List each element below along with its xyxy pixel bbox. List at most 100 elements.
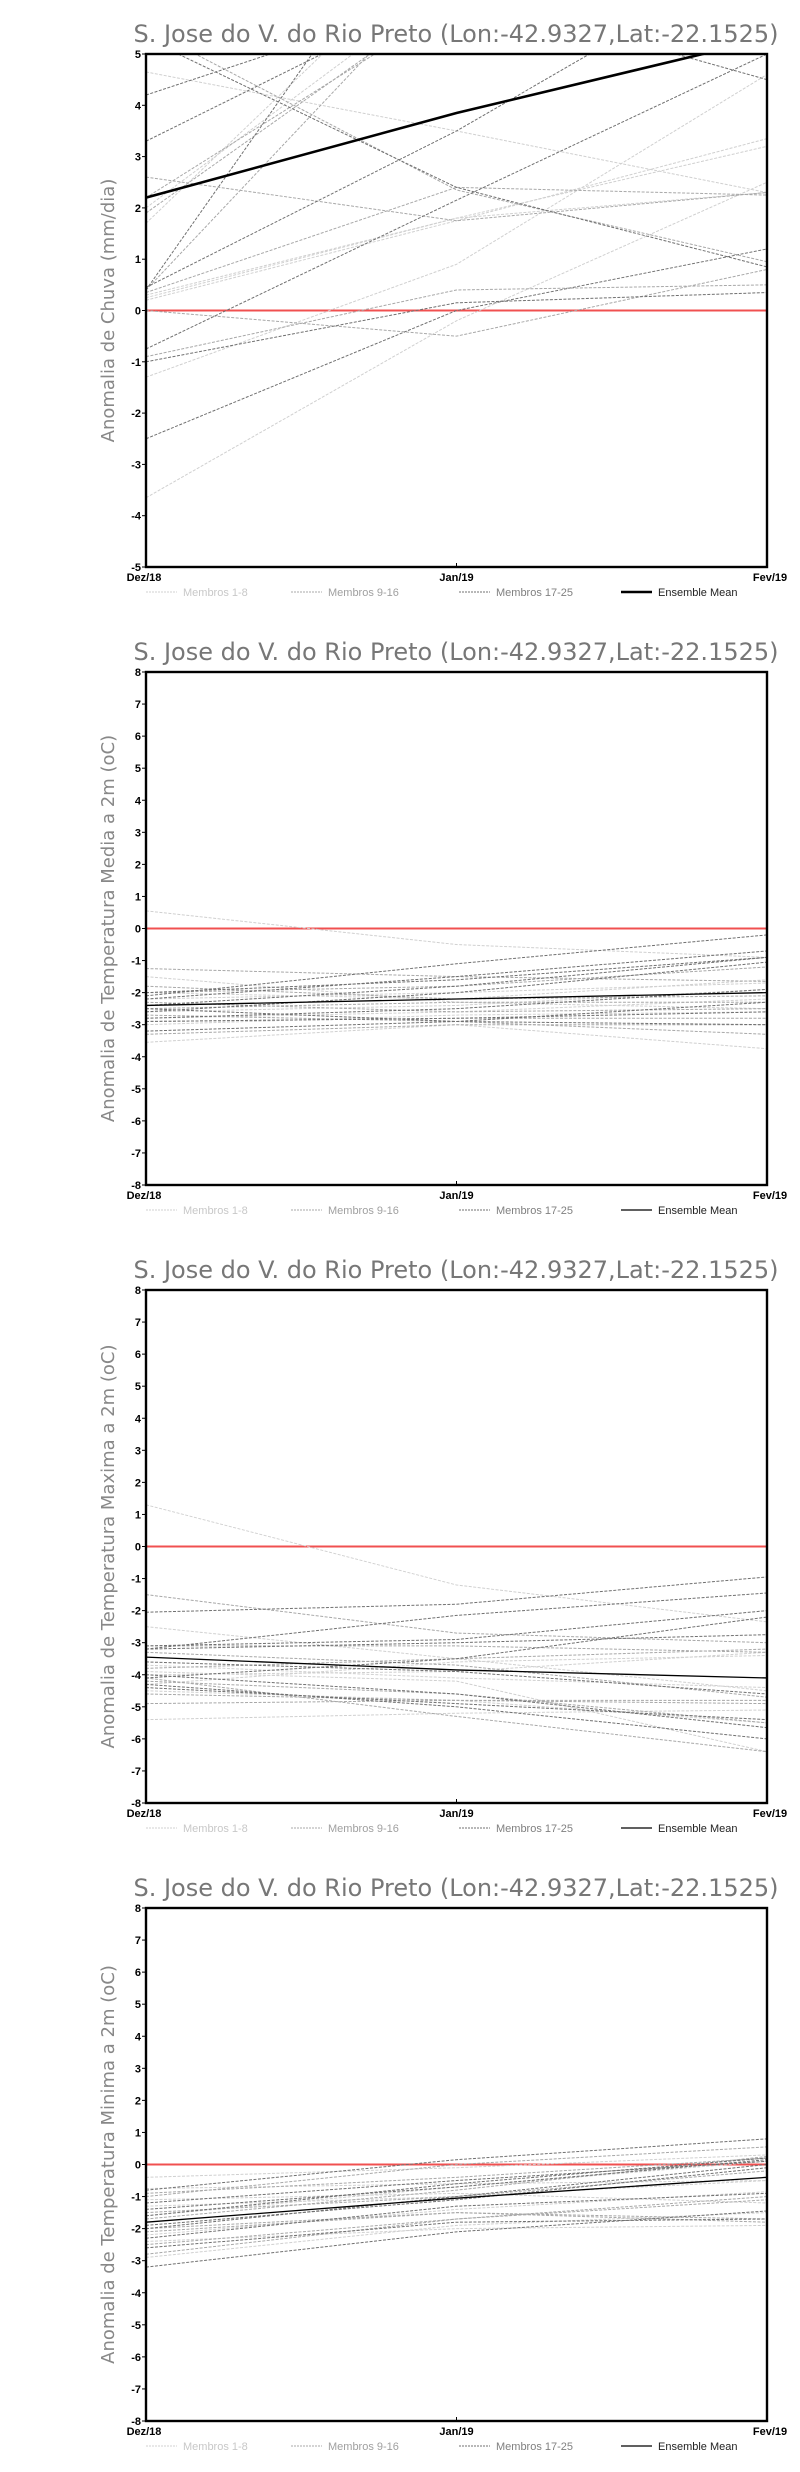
- member-line-group3-9: [146, 1008, 767, 1026]
- y-tick-label: -2: [131, 408, 141, 420]
- y-tick-label: 2: [135, 1477, 141, 1489]
- y-tick-label: 3: [135, 1445, 141, 1457]
- member-line-group3-7: [146, 1683, 767, 1740]
- legend-label-1: Membros 1-8: [183, 2441, 248, 2453]
- member-line-group1-1: [146, 1504, 767, 1623]
- legend-label-4: Ensemble Mean: [658, 1823, 738, 1835]
- member-line-group1-3: [146, 1024, 767, 1050]
- chart-panel-0: S. Jose do V. do Rio Preto (Lon:-42.9327…: [98, 20, 787, 599]
- y-axis-label: Anomalia de Temperatura Maxima a 2m (oC): [98, 1345, 119, 1749]
- legend-label-2: Membros 9-16: [328, 1205, 399, 1217]
- y-tick-label: -6: [131, 1734, 141, 1746]
- y-tick-label: -3: [131, 2256, 141, 2268]
- member-line-group1-6: [146, 2192, 767, 2204]
- y-tick-label: 3: [135, 827, 141, 839]
- y-tick-label: 4: [135, 795, 142, 807]
- legend-label-4: Ensemble Mean: [658, 1205, 738, 1217]
- y-tick-label: -5: [131, 1702, 141, 1714]
- member-line-group2-7: [146, 54, 371, 214]
- y-tick-label: -4: [131, 2288, 142, 2300]
- y-tick-label: 1: [135, 891, 141, 903]
- y-tick-label: 4: [135, 1413, 142, 1425]
- y-tick-label: -7: [131, 1766, 141, 1778]
- plot-frame: [144, 1288, 769, 1805]
- member-line-group3-6: [146, 2210, 767, 2268]
- y-tick-label: 1: [135, 2127, 141, 2139]
- series-group: [146, 2138, 767, 2268]
- legend-label-3: Membros 17-25: [496, 587, 573, 599]
- member-line-group3-7: [146, 1011, 767, 1022]
- member-line-group1-6: [146, 1664, 767, 1689]
- member-line-group1-3: [146, 138, 767, 301]
- y-tick-label: 1: [135, 1509, 141, 1521]
- y-tick-label: -2: [131, 2224, 141, 2236]
- chart-title: S. Jose do V. do Rio Preto (Lon:-42.9327…: [133, 20, 778, 48]
- member-line-group3-5: [146, 292, 767, 363]
- member-line-group1-7: [146, 54, 354, 209]
- legend-label-4: Ensemble Mean: [658, 587, 738, 599]
- legend-label-3: Membros 17-25: [496, 1823, 573, 1835]
- y-tick-label: -5: [131, 1084, 141, 1096]
- y-tick-label: 7: [135, 1935, 141, 1947]
- member-line-group3-1: [146, 2138, 767, 2191]
- member-line-group1-8: [146, 192, 767, 296]
- x-tick-label: Fev/19: [753, 2426, 787, 2438]
- member-line-group3-2: [146, 1592, 767, 1650]
- legend-label-3: Membros 17-25: [496, 1205, 573, 1217]
- member-line-group3-6: [146, 248, 767, 440]
- y-tick-label: 8: [135, 1903, 141, 1915]
- chart-title: S. Jose do V. do Rio Preto (Lon:-42.9327…: [133, 1256, 778, 1284]
- y-tick-label: -7: [131, 2384, 141, 2396]
- y-tick-label: -1: [131, 357, 141, 369]
- member-line-group3-2: [146, 950, 767, 1000]
- member-line-group3-3: [146, 1610, 767, 1647]
- y-tick-label: -6: [131, 1116, 141, 1128]
- member-line-group3-9: [146, 2159, 767, 2210]
- member-line-group3-8: [146, 2167, 767, 2226]
- y-tick-label: -3: [131, 459, 141, 471]
- member-line-group3-4: [146, 1616, 767, 1679]
- plot-frame: [144, 1906, 769, 2423]
- y-tick-label: 2: [135, 2095, 141, 2107]
- y-tick-label: -6: [131, 2352, 141, 2364]
- member-line-group2-8: [146, 1693, 767, 1705]
- y-tick-label: -3: [131, 1020, 141, 1032]
- x-tick-label: Jan/19: [439, 1808, 473, 1820]
- y-tick-label: 5: [135, 49, 141, 61]
- x-tick-label: Dez/18: [127, 1190, 162, 1202]
- member-line-group3-5: [146, 988, 767, 1019]
- y-tick-label: -2: [131, 988, 141, 1000]
- member-line-group3-8: [146, 956, 767, 994]
- x-tick-label: Jan/19: [439, 2426, 473, 2438]
- y-tick-label: 8: [135, 667, 141, 679]
- x-tick-label: Dez/18: [127, 572, 162, 584]
- y-tick-label: -5: [131, 2320, 141, 2332]
- x-tick-label: Dez/18: [127, 1808, 162, 1820]
- member-line-group1-4: [146, 1671, 767, 1753]
- member-line-group2-5: [194, 54, 767, 263]
- member-line-group3-5: [146, 2192, 767, 2239]
- y-tick-label: -5: [131, 562, 141, 574]
- member-line-group2-8: [146, 2196, 767, 2255]
- ensemble-mean-line: [146, 1656, 767, 1679]
- series-group: [146, 910, 767, 1050]
- y-tick-label: -4: [131, 511, 142, 523]
- legend-label-3: Membros 17-25: [496, 2441, 573, 2453]
- ensemble-mean-line: [146, 2176, 767, 2223]
- y-tick-label: 2: [135, 203, 141, 215]
- member-line-group3-1: [146, 934, 767, 997]
- member-line-group3-2: [146, 2160, 767, 2204]
- legend-label-1: Membros 1-8: [183, 1205, 248, 1217]
- y-axis-label: Anomalia de Temperatura Media a 2m (oC): [98, 735, 119, 1122]
- member-line-group3-8: [146, 1687, 767, 1721]
- y-tick-label: -4: [131, 1670, 142, 1682]
- x-tick-label: Fev/19: [753, 572, 787, 584]
- member-line-group2-1: [146, 1594, 767, 1644]
- member-line-group3-3: [146, 956, 767, 1006]
- chart-panel-2: S. Jose do V. do Rio Preto (Lon:-42.9327…: [98, 1256, 787, 1835]
- y-tick-label: -1: [131, 1574, 141, 1586]
- member-line-group2-2: [146, 1645, 767, 1653]
- y-tick-label: 5: [135, 763, 141, 775]
- y-tick-label: 0: [135, 306, 141, 318]
- y-tick-label: 2: [135, 859, 141, 871]
